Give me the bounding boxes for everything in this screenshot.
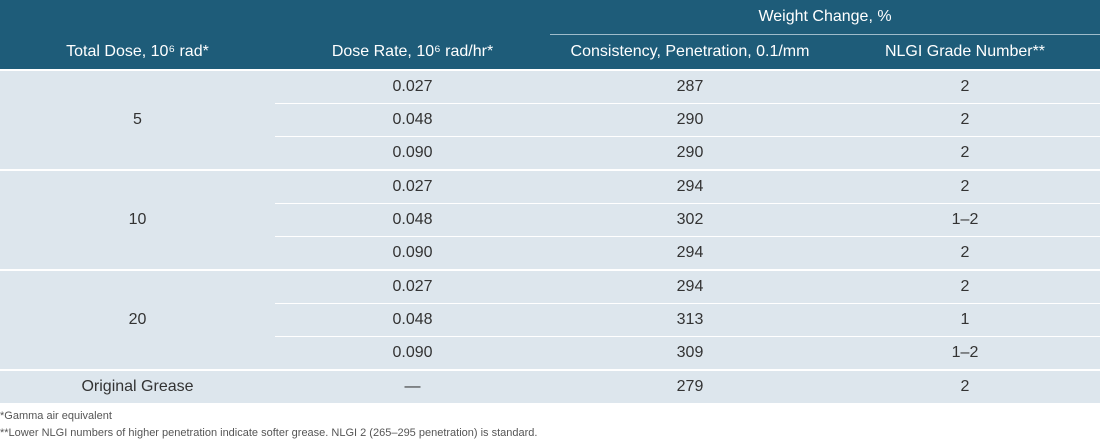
table-row: 0.048 313 1	[0, 303, 1100, 337]
blank-header	[0, 0, 550, 35]
total-dose-cell: 20	[0, 269, 275, 370]
table-row: 0.090 309 1–2	[0, 336, 1100, 370]
cell: 290	[550, 136, 830, 170]
cell: 0.027	[275, 269, 550, 304]
table-row: Original Grease —279 2	[0, 369, 1100, 403]
table-row: 0.090 290 2	[0, 136, 1100, 170]
cell: 294	[550, 236, 830, 270]
cell: 2	[830, 269, 1100, 304]
cell: 2	[830, 103, 1100, 137]
cell: 0.048	[275, 303, 550, 337]
cell: 0.090	[275, 336, 550, 370]
total-dose-cell: 10	[0, 169, 275, 270]
cell: 2	[830, 236, 1100, 270]
table-row: 0.048 290 2	[0, 103, 1100, 137]
table-row: 10 0.027 294 2	[0, 169, 1100, 270]
footnote: *Gamma air equivalent	[0, 410, 112, 422]
column-header: Dose Rate, 10⁶ rad/hr*	[275, 34, 550, 70]
data-table: Weight Change, % Total Dose, 10⁶ rad* Dos…	[0, 0, 1100, 403]
cell: 0.090	[275, 136, 550, 170]
cell: 0.027	[275, 69, 550, 104]
cell: 2	[830, 69, 1100, 104]
footnotes: *Gamma air equivalent **Lower NLGI numbe…	[0, 408, 1109, 442]
column-header: NLGI Grade Number**	[830, 34, 1100, 70]
cell: 0.090	[275, 236, 550, 270]
cell: 1–2	[830, 203, 1100, 237]
total-dose-cell: 5	[0, 69, 275, 170]
cell: 2	[830, 136, 1100, 170]
cell: 0.048	[275, 203, 550, 237]
table-row: 5 0.027 287 2	[0, 69, 1100, 170]
cell: 2	[830, 169, 1100, 204]
cell: 302	[550, 203, 830, 237]
cell: —	[275, 369, 550, 403]
cell: 1–2	[830, 336, 1100, 370]
group-header: Weight Change, %	[550, 0, 1100, 35]
cell: 0.048	[275, 103, 550, 137]
cell: 313	[550, 303, 830, 337]
cell: 279	[550, 369, 830, 403]
table-row: 20 0.027 294 2	[0, 269, 1100, 370]
cell: 2	[830, 369, 1100, 403]
cell: 0.027	[275, 169, 550, 204]
table-row: 0.090 294 2	[0, 236, 1100, 270]
cell: Original Grease	[0, 369, 275, 403]
cell: 287	[550, 69, 830, 104]
cell: 290	[550, 103, 830, 137]
footnote: **Lower NLGI numbers of higher penetrati…	[0, 427, 538, 439]
cell: 294	[550, 169, 830, 204]
column-header: Consistency, Penetration, 0.1/mm	[550, 34, 830, 70]
cell: 1	[830, 303, 1100, 337]
cell: 309	[550, 336, 830, 370]
table-row: 0.048 302 1–2	[0, 203, 1100, 237]
cell: 294	[550, 269, 830, 304]
column-header: Total Dose, 10⁶ rad*	[0, 34, 275, 70]
